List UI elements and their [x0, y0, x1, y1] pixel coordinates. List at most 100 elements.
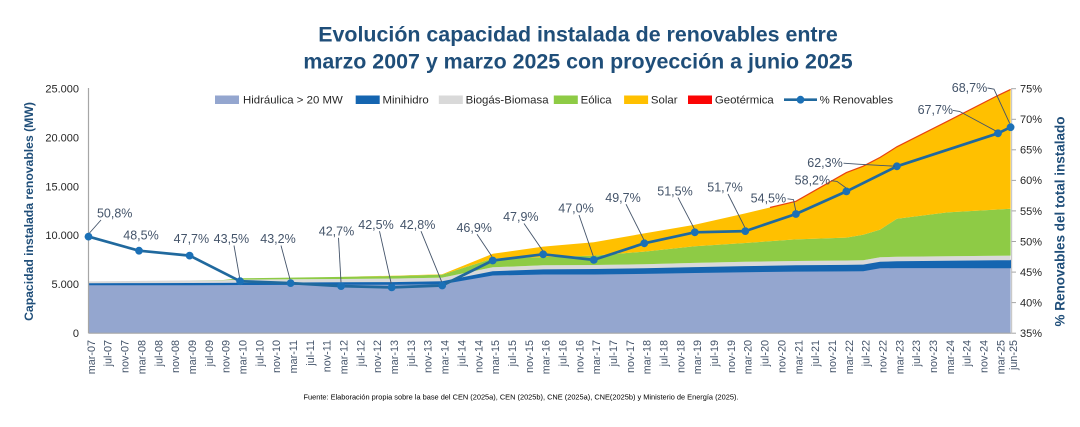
svg-text:mar-13: mar-13 — [389, 340, 401, 374]
svg-text:jul-21: jul-21 — [810, 340, 822, 367]
svg-text:mar-23: mar-23 — [894, 340, 906, 374]
svg-text:mar-07: mar-07 — [86, 340, 98, 374]
svg-text:nov-22: nov-22 — [878, 340, 890, 373]
svg-text:nov-24: nov-24 — [979, 340, 991, 373]
svg-text:Evolución capacidad instalada: Evolución capacidad instalada de renovab… — [318, 23, 838, 47]
svg-text:Capacidad instalada renovables: Capacidad instalada renovables (MW) — [22, 102, 36, 321]
svg-text:42,5%: 42,5% — [358, 218, 393, 232]
svg-text:jul-12: jul-12 — [355, 340, 367, 367]
svg-text:Eólica: Eólica — [581, 95, 613, 107]
svg-text:nov-16: nov-16 — [574, 340, 586, 373]
svg-text:nov-12: nov-12 — [372, 340, 384, 373]
svg-text:Minihidro: Minihidro — [383, 95, 429, 107]
svg-text:43,5%: 43,5% — [214, 232, 249, 246]
svg-text:35%: 35% — [1020, 328, 1042, 340]
svg-text:mar-20: mar-20 — [743, 340, 755, 374]
svg-text:nov-15: nov-15 — [524, 340, 536, 373]
svg-text:nov-08: nov-08 — [170, 340, 182, 373]
svg-text:47,0%: 47,0% — [558, 202, 593, 216]
svg-text:jul-17: jul-17 — [608, 340, 620, 367]
svg-text:42,8%: 42,8% — [400, 218, 435, 232]
svg-text:40%: 40% — [1020, 297, 1042, 309]
svg-text:mar-24: mar-24 — [945, 340, 957, 374]
svg-text:51,5%: 51,5% — [657, 184, 692, 198]
svg-text:mar-22: mar-22 — [844, 340, 856, 374]
svg-text:65%: 65% — [1020, 145, 1042, 157]
svg-text:mar-21: mar-21 — [793, 340, 805, 374]
svg-text:51,7%: 51,7% — [707, 181, 742, 195]
svg-text:jul-13: jul-13 — [406, 340, 418, 367]
svg-text:mar-12: mar-12 — [339, 340, 351, 374]
svg-text:48,5%: 48,5% — [123, 229, 158, 243]
svg-text:mar-25: mar-25 — [995, 340, 1007, 374]
svg-text:42,7%: 42,7% — [319, 225, 354, 239]
svg-text:75%: 75% — [1020, 84, 1042, 96]
svg-text:25.000: 25.000 — [45, 84, 79, 96]
svg-text:jul-09: jul-09 — [204, 340, 216, 367]
svg-text:Biogás-Biomasa: Biogás-Biomasa — [466, 95, 550, 107]
svg-text:43,2%: 43,2% — [260, 232, 295, 246]
svg-text:Hidráulica > 20 MW: Hidráulica > 20 MW — [243, 95, 343, 107]
svg-text:nov-13: nov-13 — [423, 340, 435, 373]
svg-text:jul-07: jul-07 — [103, 340, 115, 367]
svg-text:50%: 50% — [1020, 236, 1042, 248]
svg-text:mar-11: mar-11 — [288, 340, 300, 373]
svg-text:0: 0 — [73, 328, 79, 340]
svg-text:45%: 45% — [1020, 267, 1042, 279]
svg-text:% Renovables: % Renovables — [820, 95, 894, 107]
svg-text:mar-19: mar-19 — [692, 340, 704, 374]
svg-text:60%: 60% — [1020, 175, 1042, 187]
svg-text:jul-19: jul-19 — [709, 340, 721, 367]
svg-text:68,7%: 68,7% — [952, 81, 987, 95]
svg-text:49,7%: 49,7% — [605, 191, 640, 205]
svg-text:46,9%: 46,9% — [456, 221, 491, 235]
svg-text:47,9%: 47,9% — [503, 210, 538, 224]
svg-text:% Renovables del total instala: % Renovables del total instalado — [1053, 116, 1068, 326]
svg-text:54,5%: 54,5% — [751, 192, 786, 206]
svg-text:nov-10: nov-10 — [271, 340, 283, 373]
svg-text:jul-14: jul-14 — [456, 340, 468, 367]
svg-text:15.000: 15.000 — [45, 181, 79, 193]
svg-text:mar-09: mar-09 — [187, 340, 199, 374]
svg-text:nov-09: nov-09 — [221, 340, 233, 373]
svg-text:nov-17: nov-17 — [625, 340, 637, 373]
svg-text:marzo 2007 y marzo 2025 con pr: marzo 2007 y marzo 2025 con proyección a… — [303, 50, 852, 74]
svg-text:nov-14: nov-14 — [473, 340, 485, 373]
svg-text:jul-10: jul-10 — [254, 340, 266, 367]
svg-text:mar-14: mar-14 — [440, 340, 452, 374]
svg-text:55%: 55% — [1020, 206, 1042, 218]
svg-text:20.000: 20.000 — [45, 132, 79, 144]
svg-text:jul-22: jul-22 — [861, 340, 873, 367]
svg-text:nov-23: nov-23 — [928, 340, 940, 373]
svg-text:jul-08: jul-08 — [153, 340, 165, 367]
svg-text:58,2%: 58,2% — [795, 174, 830, 188]
svg-text:50,8%: 50,8% — [97, 207, 132, 221]
svg-text:70%: 70% — [1020, 114, 1042, 126]
svg-text:Fuente: Elaboración propia sob: Fuente: Elaboración propia sobre la base… — [303, 392, 738, 401]
svg-text:jul-23: jul-23 — [911, 340, 923, 367]
svg-text:jul-11: jul-11 — [305, 340, 317, 367]
svg-text:nov-19: nov-19 — [726, 340, 738, 373]
svg-text:10.000: 10.000 — [45, 230, 79, 242]
svg-text:mar-15: mar-15 — [490, 340, 502, 374]
svg-text:mar-18: mar-18 — [642, 340, 654, 374]
svg-text:jul-15: jul-15 — [507, 340, 519, 367]
svg-text:Geotérmica: Geotérmica — [715, 95, 775, 107]
svg-text:67,7%: 67,7% — [918, 103, 953, 117]
svg-text:nov-18: nov-18 — [675, 340, 687, 373]
svg-text:jul-16: jul-16 — [558, 340, 570, 367]
svg-text:jul-18: jul-18 — [659, 340, 671, 367]
svg-text:jun-25: jun-25 — [1008, 340, 1020, 371]
svg-text:mar-08: mar-08 — [136, 340, 148, 374]
svg-text:Solar: Solar — [651, 95, 678, 107]
svg-text:mar-17: mar-17 — [591, 340, 603, 374]
svg-text:mar-16: mar-16 — [541, 340, 553, 374]
svg-text:nov-11: nov-11 — [322, 340, 334, 372]
svg-text:jul-24: jul-24 — [962, 340, 974, 367]
svg-text:47,7%: 47,7% — [174, 232, 209, 246]
svg-text:nov-21: nov-21 — [827, 340, 839, 373]
svg-text:5.000: 5.000 — [51, 279, 79, 291]
svg-text:nov-07: nov-07 — [120, 340, 132, 373]
svg-text:62,3%: 62,3% — [807, 156, 842, 170]
svg-text:nov-20: nov-20 — [776, 340, 788, 373]
